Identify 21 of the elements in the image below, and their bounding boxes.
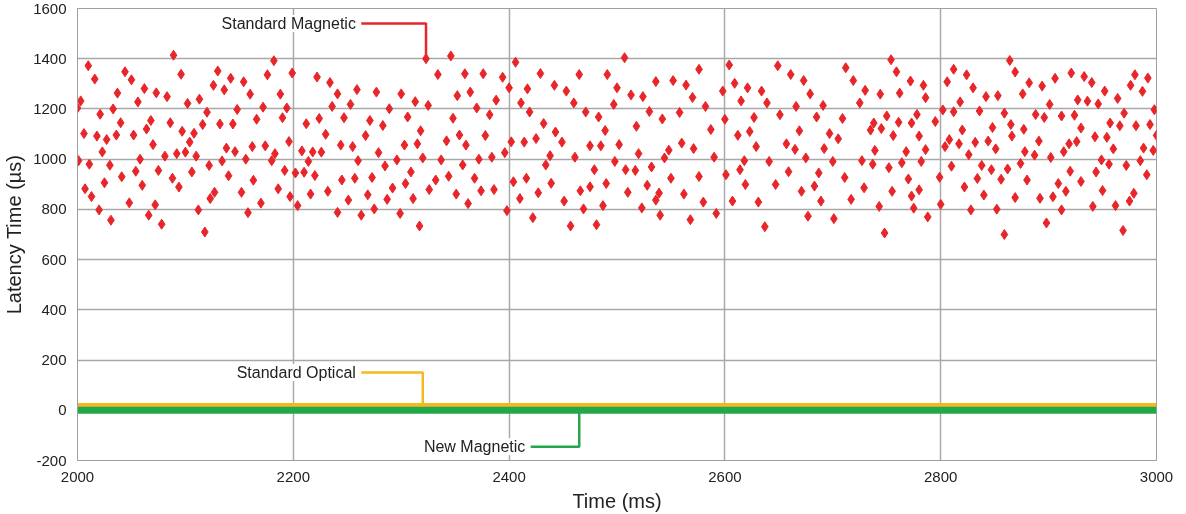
x-tick-label: 2600: [708, 467, 742, 485]
y-tick-label: 400: [41, 300, 67, 318]
y-tick-label: -200: [36, 451, 67, 469]
y-tick-label: 600: [41, 250, 67, 268]
x-axis-title: Time (ms): [572, 489, 662, 512]
y-tick-label: 200: [41, 351, 67, 369]
x-tick-label: 2800: [924, 467, 958, 485]
x-tick-label: 2000: [60, 467, 95, 485]
y-tick-label: 800: [41, 200, 67, 218]
y-axis-title: Latency Time (µs): [3, 154, 26, 315]
y-tick-label: 1600: [33, 0, 67, 17]
series-label: New Magnetic: [423, 438, 526, 456]
y-tick-label: 1400: [33, 49, 67, 67]
series-label: Standard Optical: [236, 364, 356, 382]
y-tick-label: 1200: [33, 99, 67, 117]
y-tick-label: 0: [58, 401, 67, 419]
text: Standard Magnetic: [221, 15, 356, 33]
x-tick-label: 2400: [492, 467, 526, 485]
y-tick-label: 1000: [33, 150, 67, 168]
x-tick-label: 3000: [1139, 467, 1174, 485]
x-tick-label: 2200: [276, 467, 310, 485]
